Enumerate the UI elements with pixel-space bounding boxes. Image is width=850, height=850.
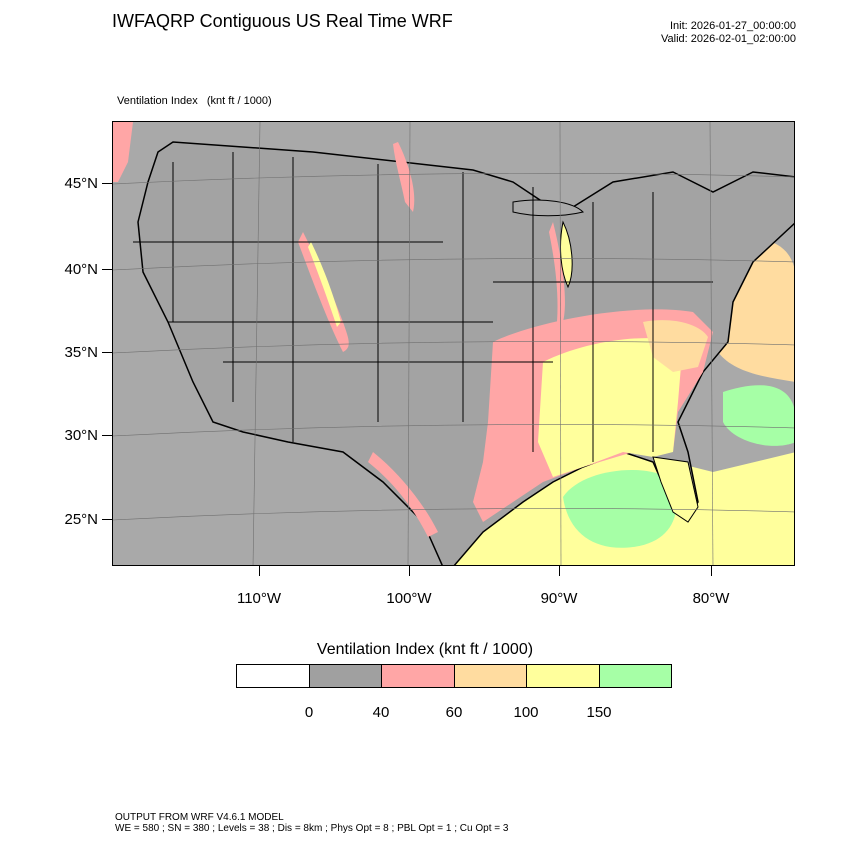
southeast-orange-region [643, 320, 708, 372]
great-lakes-pink [549, 222, 565, 322]
lat-tick-35 [102, 352, 112, 353]
colorbar-title: Ventilation Index (knt ft / 1000) [316, 641, 534, 658]
field-label: Ventilation Index (knt ft / 1000) [117, 95, 272, 107]
lon-label-110: 110°W [236, 590, 282, 607]
colorbar-box-3 [454, 665, 527, 687]
florida-yellow [652, 456, 699, 523]
northwest-pink [113, 122, 133, 182]
lat-tick-30 [102, 435, 112, 436]
lat-label-45: 45°N [64, 175, 98, 192]
colorbar-label-150: 150 [586, 704, 612, 721]
colorbar-label-100: 100 [513, 704, 539, 721]
colorbar-label-60: 60 [445, 704, 463, 721]
lon-tick-100 [409, 566, 410, 576]
chart-title: IWFAQRP Contiguous US Real Time WRF [112, 11, 453, 31]
lat-label-40: 40°N [64, 261, 98, 278]
valid-time: Valid: 2026-02-01_02:00:00 [661, 33, 796, 45]
lat-label-30: 30°N [64, 427, 98, 444]
lat-tick-40 [102, 269, 112, 270]
footer-config: WE = 580 ; SN = 380 ; Levels = 38 ; Dis … [115, 823, 509, 834]
atlantic-green-region [723, 385, 794, 446]
colorbar-box-5 [599, 665, 671, 687]
lat-label-35: 35°N [64, 344, 98, 361]
lon-tick-90 [559, 566, 560, 576]
colorbar-box-1 [309, 665, 382, 687]
lon-tick-80 [711, 566, 712, 576]
colorbar-box-0 [237, 665, 310, 687]
map-panel [112, 121, 795, 566]
rockies-yellow-streak [308, 242, 341, 327]
init-time: Init: 2026-01-27_00:00:00 [670, 20, 796, 32]
lat-tick-25 [102, 519, 112, 520]
texas-pink [368, 452, 438, 537]
colorbar [236, 664, 672, 688]
lake-superior [512, 199, 584, 217]
colorbar-label-40: 40 [372, 704, 390, 721]
northern-plains-pink [393, 142, 415, 212]
lake-michigan [560, 220, 573, 289]
lon-label-100: 100°W [386, 590, 432, 607]
lon-label-80: 80°W [692, 590, 730, 607]
state-boundaries [133, 152, 713, 462]
colorbar-box-2 [382, 665, 455, 687]
graticule [113, 122, 794, 565]
lat-label-25: 25°N [64, 511, 98, 528]
colorbar-label-0: 0 [304, 704, 314, 721]
southeast-yellow-region [538, 338, 683, 477]
colorbar-box-4 [527, 665, 600, 687]
footer-model: OUTPUT FROM WRF V4.6.1 MODEL [115, 812, 284, 823]
map-svg [113, 122, 794, 565]
lon-tick-110 [259, 566, 260, 576]
lon-label-90: 90°W [540, 590, 578, 607]
lat-tick-45 [102, 183, 112, 184]
